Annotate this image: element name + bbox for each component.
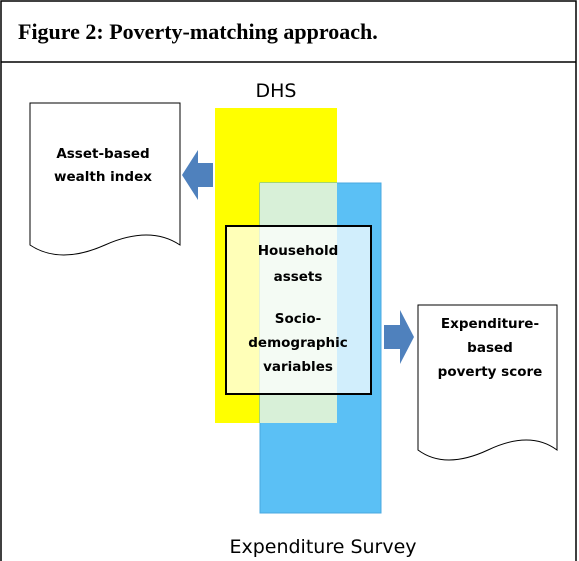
wealth-index-doc <box>29 102 181 256</box>
left-doc-line: wealth index <box>54 169 152 185</box>
figure-title: Figure 2: Poverty-matching approach. <box>18 19 378 44</box>
dhs-label: DHS <box>256 80 297 102</box>
arrow-left <box>182 150 213 200</box>
center-line: variables <box>263 359 333 375</box>
center-line: assets <box>274 269 323 285</box>
center-line: Socio- <box>275 311 322 327</box>
right-doc-line: poverty score <box>438 364 543 380</box>
arrow-right <box>384 310 414 364</box>
poverty-score-doc <box>417 304 558 461</box>
survey-label: Expenditure Survey <box>229 536 416 558</box>
left-doc-line: Asset-based <box>56 146 149 162</box>
right-doc-line: based <box>467 340 513 356</box>
right-doc-line: Expenditure- <box>441 316 539 332</box>
shared-variables-box <box>225 225 372 395</box>
center-line: Household <box>258 243 339 259</box>
center-line: demographic <box>248 335 348 351</box>
